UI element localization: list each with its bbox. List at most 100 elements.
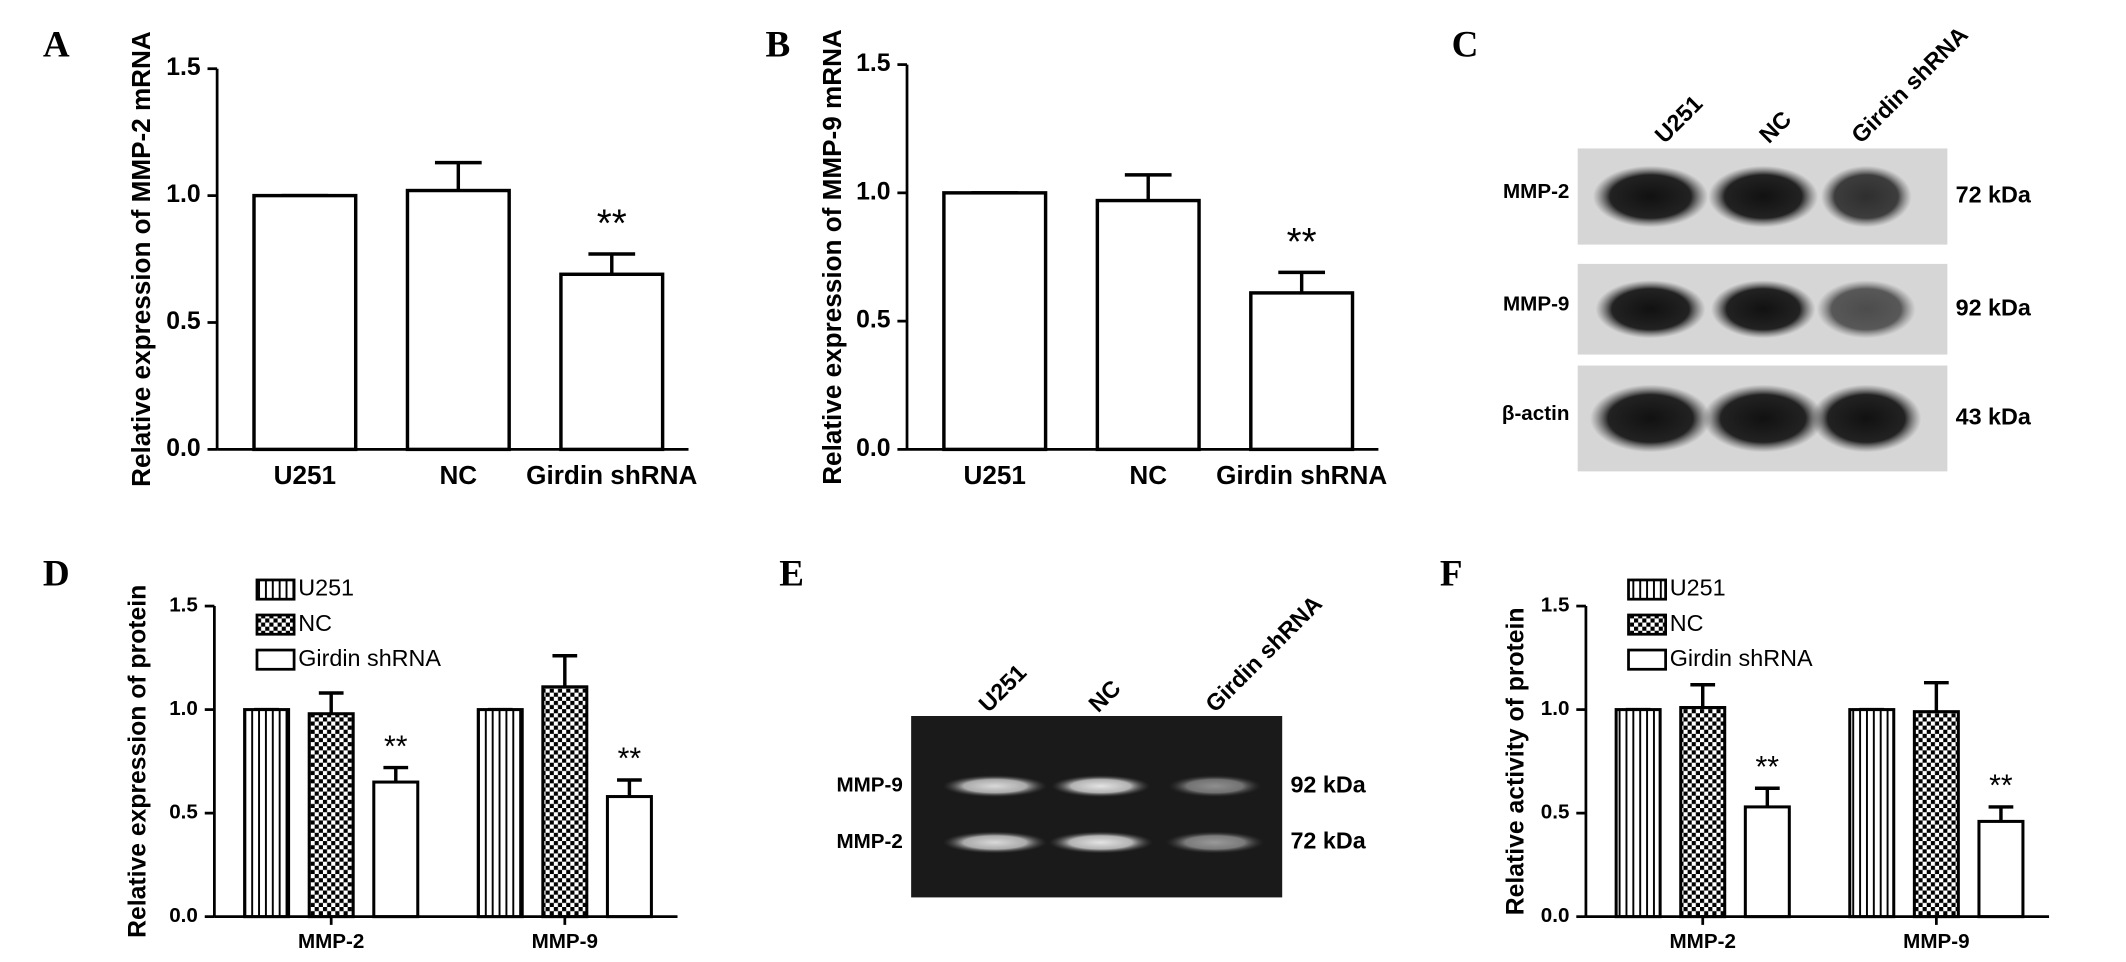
protein-band <box>942 775 1048 798</box>
protein-band <box>1702 384 1824 453</box>
gel-image <box>911 716 1283 898</box>
lane-label: Girdin shRNA <box>1200 590 1327 717</box>
y-tick-label: 1.5 <box>856 50 891 77</box>
y-tick-label: 1.0 <box>169 697 198 720</box>
row-label: MMP-9 <box>1503 293 1569 316</box>
y-tick-label: 0.0 <box>166 435 200 462</box>
y-tick-label: 0.0 <box>1541 904 1570 927</box>
lane-label: U251 <box>973 659 1031 717</box>
panel-letter: D <box>43 554 70 595</box>
panel-letter: B <box>765 25 790 66</box>
size-label: 92 kDa <box>1956 294 2032 320</box>
legend-label: U251 <box>298 575 354 601</box>
size-label: 43 kDa <box>1956 404 2032 430</box>
bar <box>243 708 291 919</box>
y-axis-label: Relative expression of protein <box>124 585 151 938</box>
row-label: MMP-2 <box>836 830 902 853</box>
bar <box>1679 706 1727 919</box>
lane-label: NC <box>1083 675 1125 717</box>
protein-band <box>1811 384 1922 453</box>
legend-swatch <box>255 613 296 636</box>
lane-label: U251 <box>1650 90 1708 148</box>
bar <box>1977 819 2025 919</box>
bar <box>1095 198 1201 452</box>
protein-band <box>1590 384 1711 453</box>
lane-label: Girdin shRNA <box>1846 21 1973 148</box>
protein-band <box>1820 165 1912 228</box>
bar <box>1743 805 1791 919</box>
significance-label: ** <box>1989 770 2013 803</box>
row-label: MMP-9 <box>836 774 902 797</box>
y-tick-label: 1.5 <box>169 593 198 616</box>
protein-band <box>1710 280 1816 339</box>
y-tick-label: 1.0 <box>856 178 890 205</box>
bar <box>307 712 355 919</box>
size-label: 72 kDa <box>1956 182 2032 208</box>
bar <box>1614 708 1662 919</box>
row-label: β-actin <box>1502 402 1570 425</box>
legend-swatch <box>1627 578 1667 601</box>
legend-label: Girdin shRNA <box>1670 645 1813 671</box>
legend-swatch <box>255 578 296 601</box>
bar <box>405 188 511 452</box>
size-label: 72 kDa <box>1290 828 1366 854</box>
protein-band <box>1816 280 1916 339</box>
legend-label: Girdin shRNA <box>298 645 441 671</box>
x-tick-label: Girdin shRNA <box>526 460 697 490</box>
legend-label: NC <box>298 610 332 636</box>
panel-letter: A <box>43 25 70 66</box>
x-tick-label: MMP-2 <box>1670 930 1736 953</box>
y-tick-label: 1.5 <box>1541 593 1570 616</box>
bar <box>1848 708 1896 919</box>
y-tick-label: 1.0 <box>166 181 200 208</box>
protein-band <box>1595 280 1706 339</box>
protein-band <box>1168 775 1262 798</box>
legend-label: U251 <box>1670 575 1726 601</box>
x-tick-label: U251 <box>274 460 336 490</box>
significance-label: ** <box>597 203 627 246</box>
x-tick-label: U251 <box>964 460 1026 490</box>
protein-band <box>1592 165 1709 228</box>
protein-band <box>1708 165 1819 228</box>
bar <box>605 795 653 919</box>
y-tick-label: 0.5 <box>166 308 201 335</box>
y-tick-label: 0.5 <box>169 801 198 824</box>
significance-label: ** <box>618 743 642 776</box>
significance-label: ** <box>1287 221 1317 264</box>
size-label: 92 kDa <box>1290 771 1366 797</box>
protein-band <box>1165 831 1265 854</box>
x-tick-label: MMP-9 <box>1903 930 1969 953</box>
bar <box>541 685 589 919</box>
x-tick-label: MMP-2 <box>298 930 364 953</box>
bar <box>559 272 665 452</box>
panel-letter: E <box>779 554 804 595</box>
y-axis-label: Relative expression of MMP-9 mRNA <box>817 29 847 485</box>
y-tick-label: 0.0 <box>169 904 198 927</box>
legend-label: NC <box>1670 610 1704 636</box>
y-tick-label: 1.5 <box>166 54 201 81</box>
bar <box>372 780 420 919</box>
y-tick-label: 0.5 <box>856 307 891 334</box>
x-tick-label: NC <box>439 460 477 490</box>
x-tick-label: MMP-9 <box>532 930 598 953</box>
protein-band <box>942 831 1048 854</box>
legend-swatch <box>255 648 296 671</box>
y-axis-label: Relative activity of protein <box>1503 608 1530 916</box>
significance-label: ** <box>1756 751 1780 784</box>
significance-label: ** <box>384 730 408 763</box>
y-tick-label: 0.0 <box>856 435 890 462</box>
bar <box>942 191 1048 452</box>
panel-letter: C <box>1452 25 1479 66</box>
x-tick-label: Girdin shRNA <box>1216 460 1387 490</box>
protein-band <box>1048 831 1154 854</box>
y-axis-label: Relative expression of MMP-2 mRNA <box>126 31 156 487</box>
protein-band <box>1051 775 1151 798</box>
legend-swatch <box>1627 648 1667 671</box>
bar <box>252 193 358 452</box>
x-tick-label: NC <box>1129 460 1167 490</box>
bar <box>1912 710 1960 919</box>
legend-swatch <box>1627 613 1667 636</box>
bar <box>1249 291 1355 452</box>
row-label: MMP-2 <box>1503 180 1569 203</box>
